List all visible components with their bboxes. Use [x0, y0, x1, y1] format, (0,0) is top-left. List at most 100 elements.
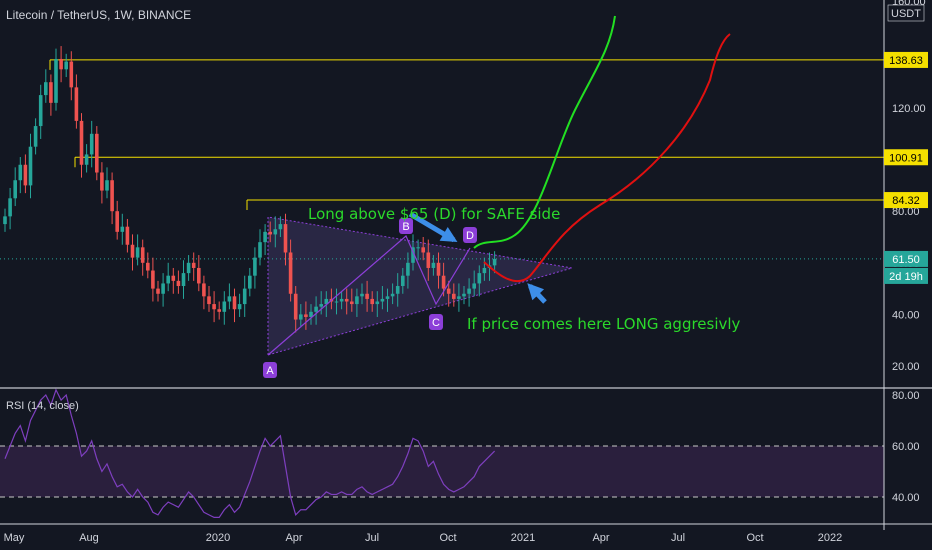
candle	[324, 298, 329, 305]
candle	[120, 226, 125, 232]
rsi-tick-label: 40.00	[892, 492, 920, 504]
candle	[38, 95, 43, 127]
candle	[130, 244, 135, 258]
candle	[110, 180, 114, 212]
candle	[431, 262, 436, 268]
candle	[28, 146, 33, 186]
time-tick-label: 2022	[818, 532, 842, 544]
candle	[125, 226, 130, 245]
candle	[44, 82, 48, 96]
candle	[446, 288, 451, 294]
time-tick-label: May	[4, 532, 25, 544]
time-tick-label: 2021	[511, 532, 535, 544]
candle	[293, 293, 298, 320]
level-label-bg	[884, 149, 928, 166]
candle	[416, 247, 420, 249]
candle	[186, 262, 191, 274]
candle	[49, 82, 53, 103]
candle	[156, 288, 160, 294]
candle	[64, 61, 68, 70]
candle	[278, 224, 283, 230]
time-tick-label: Apr	[285, 532, 302, 544]
candle	[207, 296, 211, 305]
time-tick-label: Oct	[439, 532, 456, 544]
point-label-bg	[429, 314, 443, 330]
candle	[273, 229, 278, 235]
rsi-tick-label: 80.00	[892, 390, 920, 402]
candle	[467, 288, 471, 294]
candle	[79, 120, 84, 165]
candle	[477, 273, 482, 284]
current-price-label: 61.50	[892, 254, 920, 266]
candle	[217, 309, 221, 312]
candle	[242, 288, 247, 305]
rsi-tick-label: 60.00	[892, 441, 920, 453]
time-left-bg	[884, 267, 928, 284]
candle	[105, 180, 109, 191]
candle	[140, 247, 145, 263]
candle	[314, 306, 318, 312]
time-tick-label: 2020	[206, 532, 230, 544]
candle	[365, 293, 369, 299]
candle	[288, 252, 293, 294]
candle	[452, 293, 456, 299]
time-tick-label: Aug	[79, 532, 99, 544]
candle	[3, 216, 7, 225]
candle	[89, 133, 94, 155]
candle	[232, 296, 237, 310]
candle	[441, 275, 446, 289]
candle	[390, 293, 395, 297]
candle	[319, 304, 323, 307]
candle	[84, 154, 89, 165]
candle	[380, 298, 385, 302]
level-label: 138.63	[889, 55, 923, 67]
candle	[258, 242, 262, 258]
triangle-pattern	[267, 216, 573, 356]
point-label: D	[466, 230, 474, 242]
candle	[457, 296, 461, 299]
currency-label: USDT	[891, 8, 921, 20]
candle	[426, 252, 431, 268]
candle	[406, 262, 410, 276]
price-tick-label: 20.00	[892, 361, 920, 373]
price-tick-label: 40.00	[892, 309, 920, 321]
arrow-to-d-head	[439, 227, 458, 243]
candle	[375, 301, 380, 305]
candle	[59, 58, 63, 70]
arrow-to-support-head	[527, 283, 545, 301]
candle	[95, 133, 99, 173]
candle	[18, 164, 23, 181]
candle	[360, 293, 364, 297]
annotation-long-above: Long above $65 (D) for SAFE side	[308, 205, 560, 223]
level-label-bg	[884, 192, 928, 209]
candle	[248, 275, 252, 289]
chart-title: Litecoin / TetherUS, 1W, BINANCE	[6, 8, 192, 22]
candle	[166, 275, 170, 284]
candle	[202, 283, 206, 297]
rsi-line	[4, 388, 496, 519]
point-label-bg	[463, 227, 477, 243]
rsi-label: RSI (14, close)	[6, 400, 79, 412]
candle	[339, 298, 344, 302]
candle	[23, 164, 28, 186]
level-label: 84.32	[892, 195, 920, 207]
point-label-bg	[263, 362, 277, 378]
currency-box	[887, 4, 925, 22]
candle	[181, 273, 186, 287]
candle	[227, 296, 232, 302]
candle	[146, 262, 150, 271]
rsi-band	[0, 446, 884, 497]
bullish-projection-red	[483, 33, 731, 283]
time-tick-label: Apr	[592, 532, 609, 544]
candle	[135, 247, 140, 258]
point-label: A	[266, 365, 274, 377]
candle	[263, 231, 267, 243]
time-tick-label: Jul	[671, 532, 685, 544]
candle	[304, 314, 308, 317]
candle	[197, 267, 201, 284]
candle	[8, 198, 12, 217]
candle	[401, 275, 405, 287]
candle	[54, 58, 58, 103]
candle	[462, 293, 466, 297]
